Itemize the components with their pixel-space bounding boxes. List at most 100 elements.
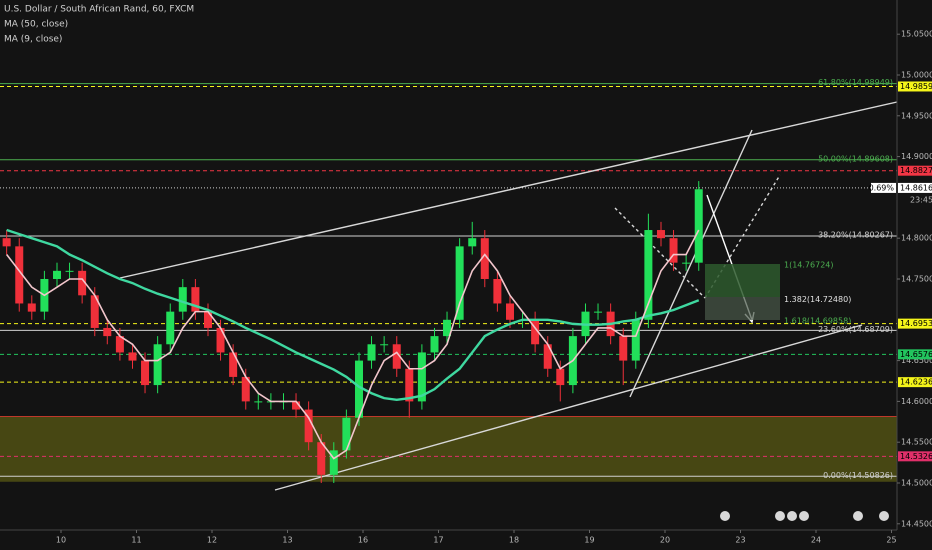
candle-body	[53, 270, 62, 279]
last-price-label: 14.86161	[900, 183, 932, 192]
y-tick-label: 14.45000	[901, 519, 932, 528]
price-tag-label: 14.53268	[900, 452, 932, 461]
extension-label: 1(14.76724)	[784, 260, 834, 269]
ma-line	[6, 228, 700, 401]
event-icon	[879, 511, 889, 521]
candle-body	[656, 230, 665, 239]
fib-label: 50.00%(14.89608)	[818, 154, 893, 163]
event-icon	[787, 511, 797, 521]
event-icons	[720, 511, 889, 521]
price-tag-label: 14.88272	[900, 166, 932, 175]
candle-body	[141, 360, 150, 386]
y-tick-label: 14.75000	[901, 274, 932, 283]
candle-body	[178, 287, 187, 312]
extension-label: 1.618(14.69858)	[784, 316, 851, 325]
candle-body	[317, 442, 326, 475]
candle-body	[65, 270, 74, 272]
candle-body	[505, 303, 514, 320]
fib-label: 0.00%(14.50826)	[823, 471, 893, 480]
legend-entry: MA (50, close)	[4, 20, 68, 30]
candle-body	[631, 319, 640, 361]
candle-body	[669, 238, 678, 263]
x-tick-label: 10	[56, 536, 66, 545]
candle-body	[405, 368, 414, 402]
x-tick-label: 17	[433, 536, 443, 545]
candle-body	[329, 450, 338, 475]
price-tag	[898, 318, 932, 329]
candle-body	[556, 368, 565, 386]
price-tag-label: 14.65768	[900, 350, 932, 359]
candle-body	[153, 344, 162, 386]
y-tick-label: 14.65000	[901, 356, 932, 365]
legend-entry: MA (9, close)	[4, 35, 62, 45]
candle-body	[531, 319, 540, 345]
candle-body	[367, 344, 376, 361]
axis-layer: 15.05000 15.00000 14.95000 14.90000 14.80000…	[56, 30, 932, 545]
price-tag	[898, 81, 932, 92]
candle-body	[594, 311, 603, 313]
x-tick-label: 11	[131, 536, 141, 545]
x-tick-label: 18	[509, 536, 519, 545]
y-tick-label: 14.60000	[901, 397, 932, 406]
candle-body	[493, 278, 502, 304]
candle-body	[694, 189, 703, 263]
candle-body	[380, 344, 389, 346]
candle-body	[292, 401, 301, 410]
price-tag	[898, 165, 932, 176]
candle-body	[90, 295, 99, 328]
candle-body	[27, 303, 36, 312]
zone-layer	[0, 415, 897, 482]
change-label: 0.69%	[869, 183, 895, 192]
candle-body	[392, 344, 401, 369]
ma-line	[6, 229, 700, 460]
candle-body	[430, 336, 439, 353]
trend-line	[629, 129, 753, 398]
target-box	[705, 264, 780, 297]
fib-label: 61.80%(14.98949)	[818, 78, 893, 87]
price-tag	[898, 377, 932, 388]
candle-body	[304, 409, 313, 443]
candle-body	[354, 360, 363, 418]
channel-lower	[274, 324, 863, 491]
x-tick-label: 24	[811, 536, 821, 545]
stop-box	[705, 297, 780, 320]
fib-label: 38.20%(14.80267)	[818, 231, 893, 240]
candle-body	[682, 262, 691, 264]
price-tag-label: 14.62360	[900, 378, 932, 387]
candle-body	[644, 230, 653, 320]
candle-body	[468, 238, 477, 247]
candle-body	[2, 238, 11, 247]
y-tick-label: 15.00000	[901, 70, 932, 79]
x-tick-label: 20	[660, 536, 670, 545]
event-icon	[853, 511, 863, 521]
x-tick-label: 13	[282, 536, 292, 545]
candle-body	[480, 238, 489, 279]
candle-body	[619, 336, 628, 361]
event-icon	[720, 511, 730, 521]
candle-body	[443, 319, 452, 337]
candle-body	[128, 352, 137, 361]
y-tick-label: 15.05000	[901, 30, 932, 39]
countdown: 23:45	[910, 195, 932, 204]
price-tag	[898, 349, 932, 360]
y-tick-label: 14.90000	[901, 152, 932, 161]
x-tick-label: 19	[584, 536, 594, 545]
candle-body	[216, 327, 225, 353]
candle-body	[115, 336, 124, 353]
chart-title: U.S. Dollar / South African Rand, 60, FX…	[4, 5, 194, 15]
candle-body	[241, 376, 250, 402]
change-tag	[871, 182, 896, 193]
candle-body	[254, 401, 263, 403]
candle-body	[191, 287, 200, 312]
candle-body	[455, 246, 464, 320]
candle-body	[543, 344, 552, 369]
y-tick-label: 14.95000	[901, 111, 932, 120]
zone	[0, 416, 897, 482]
x-tick-label: 16	[358, 536, 368, 545]
plot-layer	[2, 181, 703, 483]
x-tick-label: 12	[207, 536, 217, 545]
candle-body	[417, 352, 426, 402]
fib-label: 23.60%(14.68709)	[818, 325, 893, 334]
candle-body	[203, 311, 212, 328]
